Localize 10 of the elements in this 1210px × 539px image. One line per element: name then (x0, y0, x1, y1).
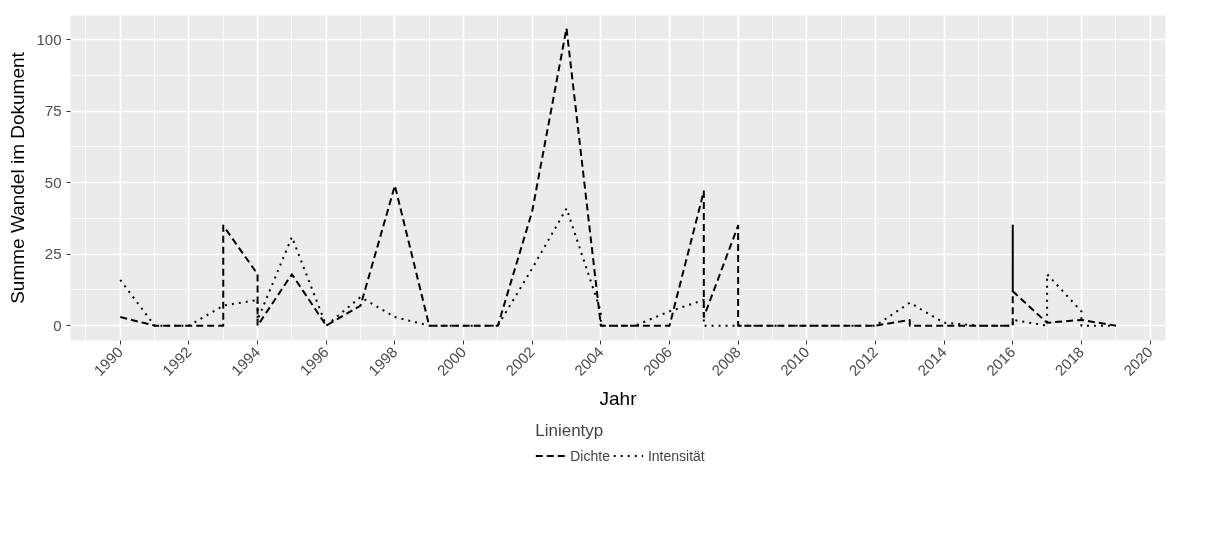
y-tick-label: 100 (36, 30, 62, 48)
y-tick-label: 75 (44, 102, 62, 120)
y-tick-label: 0 (53, 316, 62, 334)
legend-label: Intensität (647, 447, 705, 464)
legend-title: Linientyp (535, 420, 605, 441)
y-axis-title: Summe Wandel im Dokument (7, 51, 29, 304)
legend-label: Dichte (570, 447, 610, 464)
y-tick-label: 25 (44, 245, 62, 263)
y-tick-label: 50 (44, 173, 62, 191)
x-axis-title: Jahr (599, 388, 638, 410)
